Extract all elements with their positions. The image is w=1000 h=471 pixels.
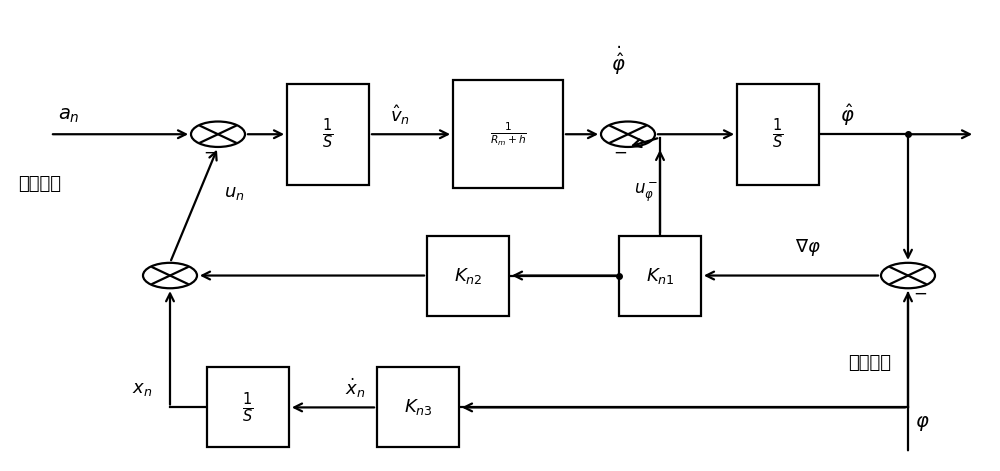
FancyBboxPatch shape bbox=[619, 236, 701, 316]
Text: 输入信号: 输入信号 bbox=[18, 175, 61, 193]
Text: 外测数据: 外测数据 bbox=[848, 354, 892, 372]
Text: $\frac{1}{S}$: $\frac{1}{S}$ bbox=[772, 117, 784, 152]
Text: $-$: $-$ bbox=[203, 143, 217, 161]
Circle shape bbox=[143, 263, 197, 288]
Text: $\frac{1}{S}$: $\frac{1}{S}$ bbox=[242, 390, 254, 425]
Text: $\hat{v}_n$: $\hat{v}_n$ bbox=[390, 104, 410, 127]
Circle shape bbox=[191, 122, 245, 147]
Text: $\frac{1}{S}$: $\frac{1}{S}$ bbox=[322, 117, 334, 152]
Circle shape bbox=[881, 263, 935, 288]
FancyBboxPatch shape bbox=[737, 84, 819, 185]
FancyBboxPatch shape bbox=[287, 84, 369, 185]
Text: $u_n$: $u_n$ bbox=[224, 184, 245, 202]
Text: $x_n$: $x_n$ bbox=[132, 380, 152, 398]
Text: $\hat{\varphi}$: $\hat{\varphi}$ bbox=[840, 102, 855, 129]
Text: $-$: $-$ bbox=[613, 143, 627, 161]
Text: $\varphi$: $\varphi$ bbox=[915, 414, 929, 433]
FancyBboxPatch shape bbox=[453, 80, 563, 188]
Text: $\nabla\varphi$: $\nabla\varphi$ bbox=[795, 237, 821, 258]
Text: $\dot{x}_n$: $\dot{x}_n$ bbox=[345, 377, 365, 400]
Text: $a_n$: $a_n$ bbox=[58, 106, 80, 125]
Text: $\frac{1}{R_m+h}$: $\frac{1}{R_m+h}$ bbox=[490, 121, 526, 148]
Text: $\dot{\hat{\varphi}}$: $\dot{\hat{\varphi}}$ bbox=[611, 45, 625, 78]
Text: $u_\varphi^-$: $u_\varphi^-$ bbox=[634, 181, 658, 205]
Circle shape bbox=[601, 122, 655, 147]
Text: $-$: $-$ bbox=[913, 284, 927, 302]
Text: $K_{n2}$: $K_{n2}$ bbox=[454, 266, 482, 285]
FancyBboxPatch shape bbox=[207, 367, 289, 447]
Text: $K_{n1}$: $K_{n1}$ bbox=[646, 266, 674, 285]
FancyBboxPatch shape bbox=[377, 367, 459, 447]
FancyBboxPatch shape bbox=[427, 236, 509, 316]
Text: $K_{n3}$: $K_{n3}$ bbox=[404, 398, 432, 417]
